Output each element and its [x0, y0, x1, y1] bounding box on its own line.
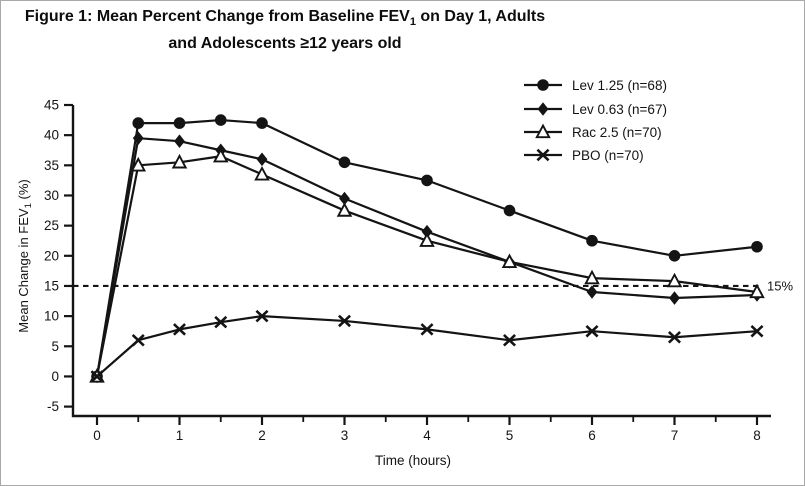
x-tick-label: 2: [258, 428, 266, 443]
open-triangle-marker: [130, 156, 147, 172]
series-lev-1: [91, 131, 763, 384]
open-triangle-marker: [171, 153, 188, 169]
y-tick-label: 30: [44, 188, 59, 203]
filled-diamond-marker: [537, 102, 549, 116]
filled-circle-marker: [173, 117, 186, 129]
filled-diamond-marker: [132, 131, 144, 145]
x-cross-marker: [536, 148, 550, 162]
x-cross-marker: [131, 334, 145, 347]
x-axis-ticks: 0 1 2 3 4 5 6 7 8: [93, 416, 761, 443]
filled-circle-marker: [503, 204, 516, 217]
y-tick-label: -5: [47, 399, 59, 414]
y-tick-label: 20: [44, 248, 59, 263]
filled-circle-marker: [256, 117, 268, 129]
reference-line-15pct: 15%: [73, 278, 793, 293]
open-triangle-marker: [254, 165, 270, 181]
filled-diamond-marker: [256, 152, 268, 167]
y-axis-ticks: 45 40 35 30 25 20 15 10 5 0 -5: [44, 98, 73, 414]
legend-label: Lev 0.63 (n=67): [572, 102, 667, 117]
y-axis-title: Mean Change in FEV1 (%): [16, 179, 34, 332]
figure-title-line1: Figure 1: Mean Percent Change from Basel…: [24, 8, 546, 29]
x-cross-marker: [668, 330, 681, 344]
filled-circle-marker: [338, 156, 351, 169]
legend-item-3: PBO (n=70): [524, 148, 644, 163]
filled-circle-marker: [668, 250, 681, 262]
legend-item-0: Lev 1.25 (n=68): [524, 78, 667, 93]
open-triangle-marker: [336, 202, 353, 217]
x-cross-marker: [585, 324, 599, 338]
x-cross-marker: [173, 323, 186, 336]
reference-line-label: 15%: [767, 278, 793, 293]
x-cross-marker: [214, 315, 228, 329]
y-tick-label: 45: [44, 98, 59, 113]
open-triangle-marker: [501, 253, 518, 268]
y-tick-label: 10: [44, 309, 59, 324]
open-triangle-marker: [535, 123, 551, 139]
x-cross-marker: [750, 324, 764, 338]
x-cross-marker: [255, 309, 269, 323]
open-triangle-marker: [212, 147, 229, 163]
y-tick-label: 15: [44, 278, 59, 293]
x-tick-label: 8: [753, 428, 761, 443]
filled-diamond-marker: [421, 224, 433, 239]
x-tick-label: 7: [671, 428, 679, 443]
open-triangle-marker: [419, 232, 435, 247]
legend-label: PBO (n=70): [572, 148, 644, 163]
filled-diamond-marker: [669, 291, 680, 305]
x-tick-label: 1: [176, 428, 184, 443]
filled-circle-marker: [586, 234, 598, 247]
x-cross-marker: [503, 334, 516, 347]
open-triangle-marker: [584, 269, 600, 285]
figure-title-line2: and Adolescents ≥12 years old: [168, 35, 402, 53]
x-cross-marker: [90, 370, 104, 383]
x-tick-label: 0: [93, 428, 101, 443]
figure-title: Figure 1: Mean Percent Change from Basel…: [1, 6, 569, 55]
legend: Lev 1.25 (n=68) Lev 0.63 (n=67) Rac 2.5 (n…: [524, 78, 667, 163]
x-tick-label: 4: [423, 428, 431, 443]
legend-item-1: Lev 0.63 (n=67): [524, 102, 667, 117]
fev1-subscript: 1: [409, 16, 416, 29]
y-tick-label: 0: [51, 369, 59, 384]
legend-label: Rac 2.5 (n=70): [572, 125, 662, 140]
x-tick-label: 6: [588, 428, 596, 443]
y-tick-label: 35: [44, 158, 59, 173]
open-triangle-marker: [666, 272, 683, 288]
filled-circle-marker: [421, 174, 433, 187]
filled-circle-marker: [751, 240, 763, 253]
filled-circle-marker: [537, 79, 549, 91]
x-cross-marker: [338, 314, 351, 328]
legend-item-2: Rac 2.5 (n=70): [524, 123, 662, 140]
filled-circle-marker: [214, 114, 227, 126]
legend-label: Lev 1.25 (n=68): [572, 78, 667, 93]
series-pbo-3: [90, 309, 764, 383]
axes: [71, 105, 771, 418]
x-axis-title: Time (hours): [375, 453, 451, 468]
x-cross-marker: [420, 323, 434, 336]
open-triangle-marker: [749, 283, 765, 299]
y-tick-label: 5: [51, 339, 59, 354]
filled-diamond-marker: [586, 285, 598, 299]
x-tick-label: 3: [341, 428, 349, 443]
filled-diamond-marker: [174, 134, 185, 148]
filled-diamond-marker: [339, 191, 350, 206]
series-lev-0: [91, 114, 763, 383]
filled-circle-marker: [132, 117, 145, 129]
y-tick-label: 25: [44, 218, 59, 233]
x-tick-label: 5: [506, 428, 514, 443]
y-tick-label: 40: [44, 128, 59, 143]
